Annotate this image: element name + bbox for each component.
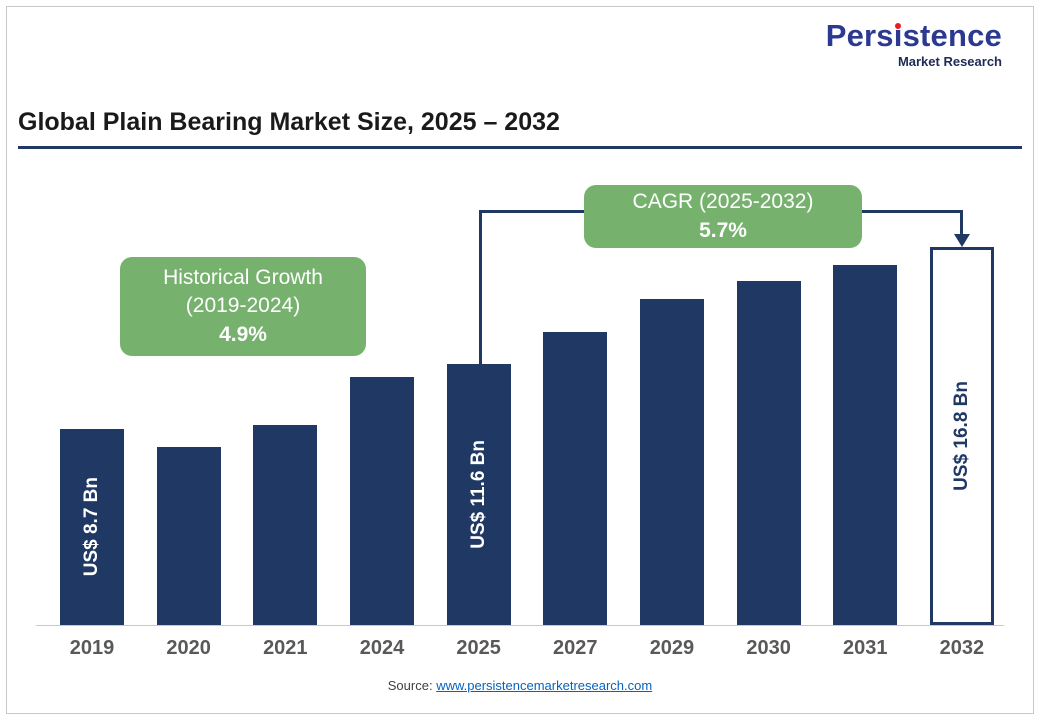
historical-growth-line1: Historical Growth: [163, 265, 323, 289]
cagr-bracket-left-line: [479, 210, 482, 364]
wordmark-letter-i: ı: [893, 18, 903, 53]
bar-2021: [253, 425, 318, 625]
bar-2019: US$ 8.7 Bn: [60, 429, 124, 625]
x-axis-label-2025: 2025: [456, 637, 501, 659]
bar-2025: US$ 11.6 Bn: [446, 364, 511, 625]
title-underline: [18, 146, 1022, 149]
x-axis-label-2021: 2021: [263, 637, 308, 659]
cagr-line1: CAGR (2025-2032): [632, 190, 814, 214]
bar-slot-2019: US$ 8.7 Bn 2019: [60, 235, 124, 659]
bar-slot-2025: US$ 11.6 Bn 2025: [446, 235, 511, 659]
source-line: Source: www.persistencemarketresearch.co…: [0, 678, 1040, 693]
wordmark-part-1: Pers: [825, 18, 894, 53]
source-link[interactable]: www.persistencemarketresearch.com: [436, 678, 653, 693]
bar-value-label-2025: US$ 11.6 Bn: [467, 440, 489, 549]
x-axis-label-2030: 2030: [746, 637, 791, 659]
historical-growth-line2: (2019-2024): [185, 294, 301, 318]
cagr-callout: CAGR (2025-2032) 5.7%: [584, 185, 862, 248]
page-title: Global Plain Bearing Market Size, 2025 –…: [18, 108, 560, 136]
historical-growth-value: 4.9%: [219, 322, 267, 346]
cagr-arrow-down-icon: [954, 234, 970, 247]
brand-tagline: Market Research: [897, 53, 1002, 69]
bar-2031: [833, 265, 898, 625]
bar-slot-2027: 2027: [543, 235, 608, 659]
bar-2029: [639, 299, 704, 625]
cagr-bracket-right-line: [960, 210, 963, 236]
brand-wordmark: Persı stence: [825, 18, 1002, 53]
bar-slot-2031: 2031: [833, 235, 898, 659]
bar-slot-2032: US$ 16.8 Bn 2032: [929, 235, 994, 659]
x-axis-label-2031: 2031: [843, 637, 888, 659]
cagr-value: 5.7%: [699, 218, 747, 242]
bar-slot-2030: 2030: [736, 235, 801, 659]
logo-red-dot-icon: [895, 23, 902, 29]
bar-2032: US$ 16.8 Bn: [929, 247, 994, 625]
bar-slot-2021: 2021: [253, 235, 318, 659]
bar-value-label-2032: US$ 16.8 Bn: [950, 381, 972, 491]
x-axis-label-2027: 2027: [553, 637, 598, 659]
bar-slot-2020: 2020: [156, 235, 221, 659]
bar-value-label-2019: US$ 8.7 Bn: [81, 477, 102, 577]
source-prefix: Source:: [387, 678, 437, 693]
x-axis-label-2032: 2032: [939, 637, 985, 659]
x-axis-label-2019: 2019: [69, 637, 115, 659]
bar-2020: [156, 447, 221, 625]
x-axis-label-2029: 2029: [649, 637, 695, 659]
x-axis-label-2024: 2024: [359, 637, 405, 659]
bar-slot-2024: 2024: [349, 235, 414, 659]
brand-logo: Persı stence Market Research: [825, 18, 1002, 69]
historical-growth-callout: Historical Growth (2019-2024) 4.9%: [120, 257, 366, 356]
x-axis-line: [36, 625, 1004, 626]
bar-slot-2029: 2029: [639, 235, 704, 659]
wordmark-part-2: stence: [902, 18, 1002, 53]
x-axis-label-2020: 2020: [166, 637, 211, 659]
bar-2024: [349, 377, 414, 625]
bar-2030: [736, 281, 801, 625]
bar-chart: US$ 8.7 Bn 2019 2020 2021 2024 US$ 11.6 Bn 202…: [60, 235, 994, 659]
bar-2027: [543, 332, 608, 625]
